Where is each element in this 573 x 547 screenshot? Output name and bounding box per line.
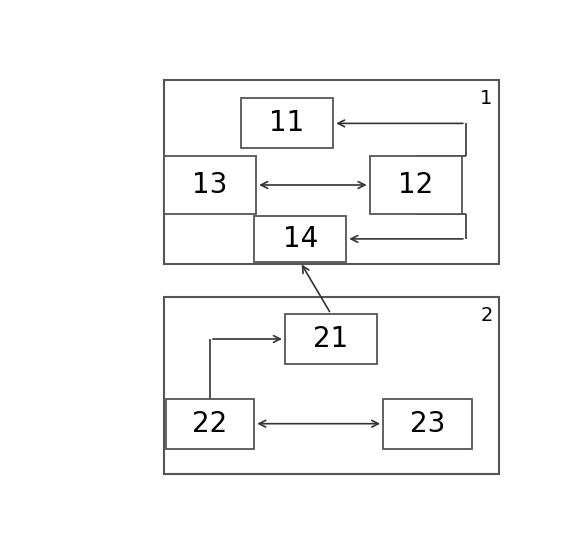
Bar [166,399,254,449]
Text: 1: 1 [480,89,493,108]
Text: 14: 14 [282,225,318,253]
Bar [370,156,462,214]
Bar [164,296,499,474]
Text: 11: 11 [269,109,305,137]
Text: 22: 22 [193,410,227,438]
Text: 21: 21 [313,325,348,353]
Bar [254,216,347,262]
Bar [164,156,256,214]
Text: 13: 13 [193,171,228,199]
Bar [383,399,472,449]
Bar [241,98,333,148]
Text: 12: 12 [398,171,433,199]
Text: 23: 23 [410,410,445,438]
Text: 2: 2 [480,306,493,325]
Bar [285,314,377,364]
Bar [164,79,499,264]
